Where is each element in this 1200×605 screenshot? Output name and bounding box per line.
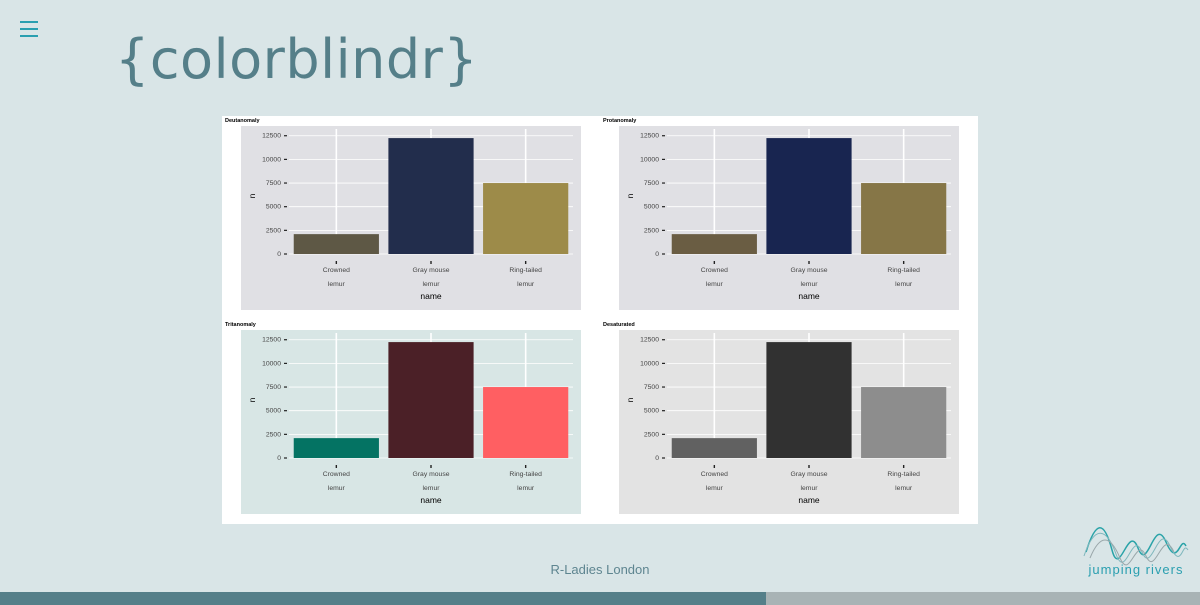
y-axis-label: n [247,397,257,402]
y-axis-label: n [625,397,635,402]
bar [766,138,852,254]
y-tick-label: 10000 [640,360,659,367]
x-tick-label: Gray mouse [790,471,827,478]
chart-title: Protanomaly [603,118,637,124]
chart-desaturated: Desaturated 0 2500 5000 7500 10000 12500 Crowne… [603,322,959,514]
bar [671,438,757,458]
x-tick-label: lemur [706,485,724,492]
progress-bar-filled [0,592,766,605]
x-tick-label: lemur [895,281,913,288]
x-axis-label: name [420,291,442,301]
y-tick-label: 2500 [266,227,281,234]
x-tick-label: lemur [895,485,913,492]
bar [671,234,757,254]
chart-title: Desaturated [603,322,635,328]
chart-deutanomaly: Deutanomaly 0 2500 5000 7500 10000 12500 Crowne… [225,118,581,310]
y-tick-label: 5000 [266,204,281,211]
y-tick-label: 10000 [262,360,281,367]
bar [861,183,947,254]
x-tick-label: Gray mouse [790,267,827,274]
y-tick-label: 0 [655,251,659,258]
y-tick-label: 12500 [640,337,659,344]
chart-protanomaly: Protanomaly 0 2500 5000 7500 10000 12500 Crowne… [603,118,959,310]
y-tick-label: 2500 [266,431,281,438]
chart-tritanomaly: Tritanomaly 0 2500 5000 7500 10000 12500 Crowne… [225,322,581,514]
x-tick-label: Crowned [323,471,350,478]
logo-text: jumping rivers [1088,562,1184,577]
y-tick-label: 10000 [262,156,281,163]
y-tick-label: 5000 [644,408,659,415]
chart-figure: Deutanomaly 0 2500 5000 7500 10000 12500 Crowne… [222,116,978,524]
y-tick-label: 12500 [262,337,281,344]
chart-title: Tritanomaly [225,322,257,328]
y-tick-label: 7500 [644,180,659,187]
menu-icon-line [20,21,38,23]
y-tick-label: 0 [277,455,281,462]
y-tick-label: 7500 [266,180,281,187]
x-tick-label: lemur [801,281,819,288]
y-axis-label: n [625,193,635,198]
x-tick-label: Gray mouse [412,471,449,478]
x-tick-label: lemur [706,281,724,288]
slide-title: {colorblindr} [115,28,479,91]
menu-icon-line [20,28,38,30]
x-tick-label: lemur [423,485,441,492]
x-tick-label: Crowned [701,267,728,274]
bar [483,387,569,458]
bar [293,438,379,458]
x-tick-label: lemur [328,281,346,288]
y-tick-label: 0 [655,455,659,462]
chart-title: Deutanomaly [225,118,260,124]
y-tick-label: 5000 [644,204,659,211]
menu-icon-line [20,35,38,37]
x-tick-label: Ring-tailed [509,471,542,478]
x-tick-label: Crowned [701,471,728,478]
x-tick-label: lemur [328,485,346,492]
bar [293,234,379,254]
x-tick-label: lemur [423,281,441,288]
bar [861,387,947,458]
bar [388,138,474,254]
x-tick-label: lemur [517,281,535,288]
progress-bar-remaining [766,592,1200,605]
footer-text: R-Ladies London [550,562,650,577]
x-axis-label: name [798,495,820,505]
y-tick-label: 7500 [266,384,281,391]
x-tick-label: Ring-tailed [887,267,920,274]
x-tick-label: lemur [801,485,819,492]
x-tick-label: Ring-tailed [509,267,542,274]
menu-icon[interactable] [20,21,38,37]
jumping-rivers-logo-icon [1083,527,1189,566]
x-tick-label: Ring-tailed [887,471,920,478]
y-tick-label: 2500 [644,431,659,438]
y-tick-label: 12500 [640,133,659,140]
y-axis-label: n [247,193,257,198]
x-tick-label: Gray mouse [412,267,449,274]
x-axis-label: name [798,291,820,301]
y-tick-label: 7500 [644,384,659,391]
bar [766,342,852,458]
x-axis-label: name [420,495,442,505]
y-tick-label: 2500 [644,227,659,234]
bar [483,183,569,254]
y-tick-label: 0 [277,251,281,258]
x-tick-label: lemur [517,485,535,492]
y-tick-label: 5000 [266,408,281,415]
bar [388,342,474,458]
y-tick-label: 10000 [640,156,659,163]
x-tick-label: Crowned [323,267,350,274]
y-tick-label: 12500 [262,133,281,140]
